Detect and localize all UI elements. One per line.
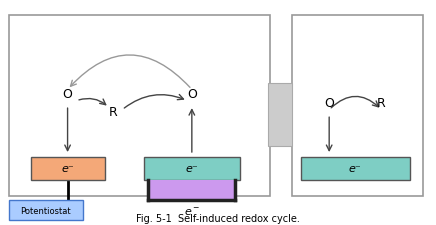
Bar bbox=[301, 158, 410, 180]
Text: e⁻: e⁻ bbox=[61, 164, 74, 174]
Bar bbox=[9, 200, 83, 220]
Text: O: O bbox=[63, 88, 72, 101]
Bar bbox=[292, 16, 423, 196]
Text: Fig. 5-1  Self-induced redox cycle.: Fig. 5-1 Self-induced redox cycle. bbox=[136, 213, 300, 223]
Text: O: O bbox=[187, 88, 197, 101]
Text: e⁻: e⁻ bbox=[349, 164, 362, 174]
Bar bbox=[9, 16, 270, 196]
Text: R: R bbox=[377, 97, 386, 110]
Text: R: R bbox=[109, 106, 118, 119]
Text: Potentiostat: Potentiostat bbox=[20, 206, 71, 215]
Bar bbox=[268, 83, 292, 146]
Text: $e^-$: $e^-$ bbox=[184, 206, 200, 217]
Bar bbox=[148, 180, 235, 200]
Text: O: O bbox=[324, 97, 334, 110]
Text: e⁻: e⁻ bbox=[185, 164, 198, 174]
Bar bbox=[31, 158, 105, 180]
Bar bbox=[144, 158, 240, 180]
